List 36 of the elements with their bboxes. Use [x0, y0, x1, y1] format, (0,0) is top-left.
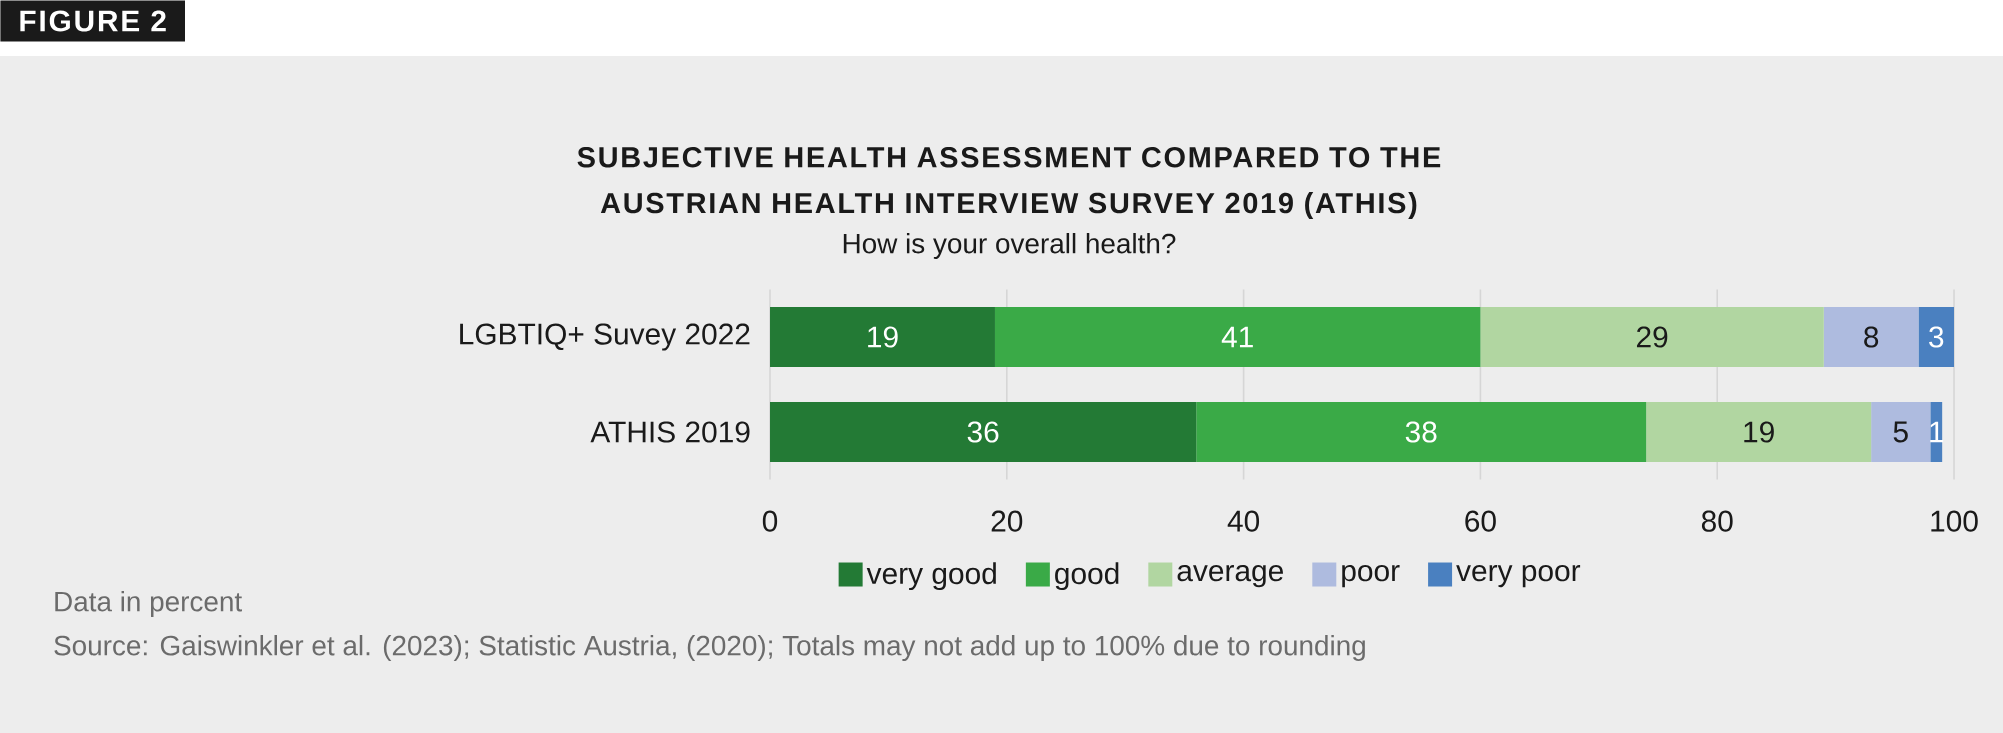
- data-label: 29: [1636, 326, 1668, 348]
- data-label: 5: [1893, 421, 1908, 443]
- caption: FIGURE 2: [20, 10, 166, 32]
- bar: [770, 307, 995, 368]
- y-tick-label: LGBTIQ+ Suvey 2022: [460, 323, 750, 351]
- legend-label: average: [1177, 564, 1283, 588]
- data-label: 41: [1221, 326, 1253, 348]
- bar: [994, 307, 1481, 368]
- x-tick-label: 0: [762, 510, 778, 532]
- data-label: 38: [1405, 421, 1437, 443]
- x-tick-label: 100: [1931, 510, 1978, 532]
- data-label: 36: [967, 421, 999, 443]
- legend-label: very poor: [1456, 564, 1581, 588]
- x-tick-label: 60: [1465, 510, 1496, 532]
- x-tick-label: 20: [991, 510, 1023, 532]
- data-label: 19: [868, 326, 898, 348]
- data-label: 3: [1929, 326, 1944, 348]
- bar: [1646, 402, 1872, 463]
- source-note: Source: Gaiswinkler et al. (2023); Statistic Austria, (2020); Totals may not add up to 100% due to rounding: [54, 635, 1365, 661]
- x-tick-label: 40: [1227, 510, 1260, 532]
- legend-label: poor: [1342, 564, 1400, 588]
- text: Data in percent: [55, 591, 242, 617]
- y-tick-label: ATHIS 2019: [590, 421, 750, 443]
- bar: [1480, 307, 1824, 368]
- x-tick-label: 80: [1701, 510, 1733, 532]
- data-label: 19: [1744, 421, 1774, 443]
- legend-label: good: [1055, 562, 1119, 591]
- bar: [1871, 402, 1931, 463]
- data-label: 8: [1864, 326, 1879, 348]
- bar: [1918, 307, 1955, 368]
- chart-subtitle: How is your overall health?: [843, 233, 1176, 259]
- bar: [770, 402, 1197, 463]
- bar: [1196, 402, 1647, 463]
- bar: [1823, 307, 1919, 368]
- legend-label: very good: [866, 562, 996, 591]
- chart-title: SUBJECTIVE HEALTH ASSESSMENT COMPARED TO THE AUSTRIAN HEALTH INTERVIEW SURVEY 2019 (ATHIS): [577, 147, 1441, 220]
